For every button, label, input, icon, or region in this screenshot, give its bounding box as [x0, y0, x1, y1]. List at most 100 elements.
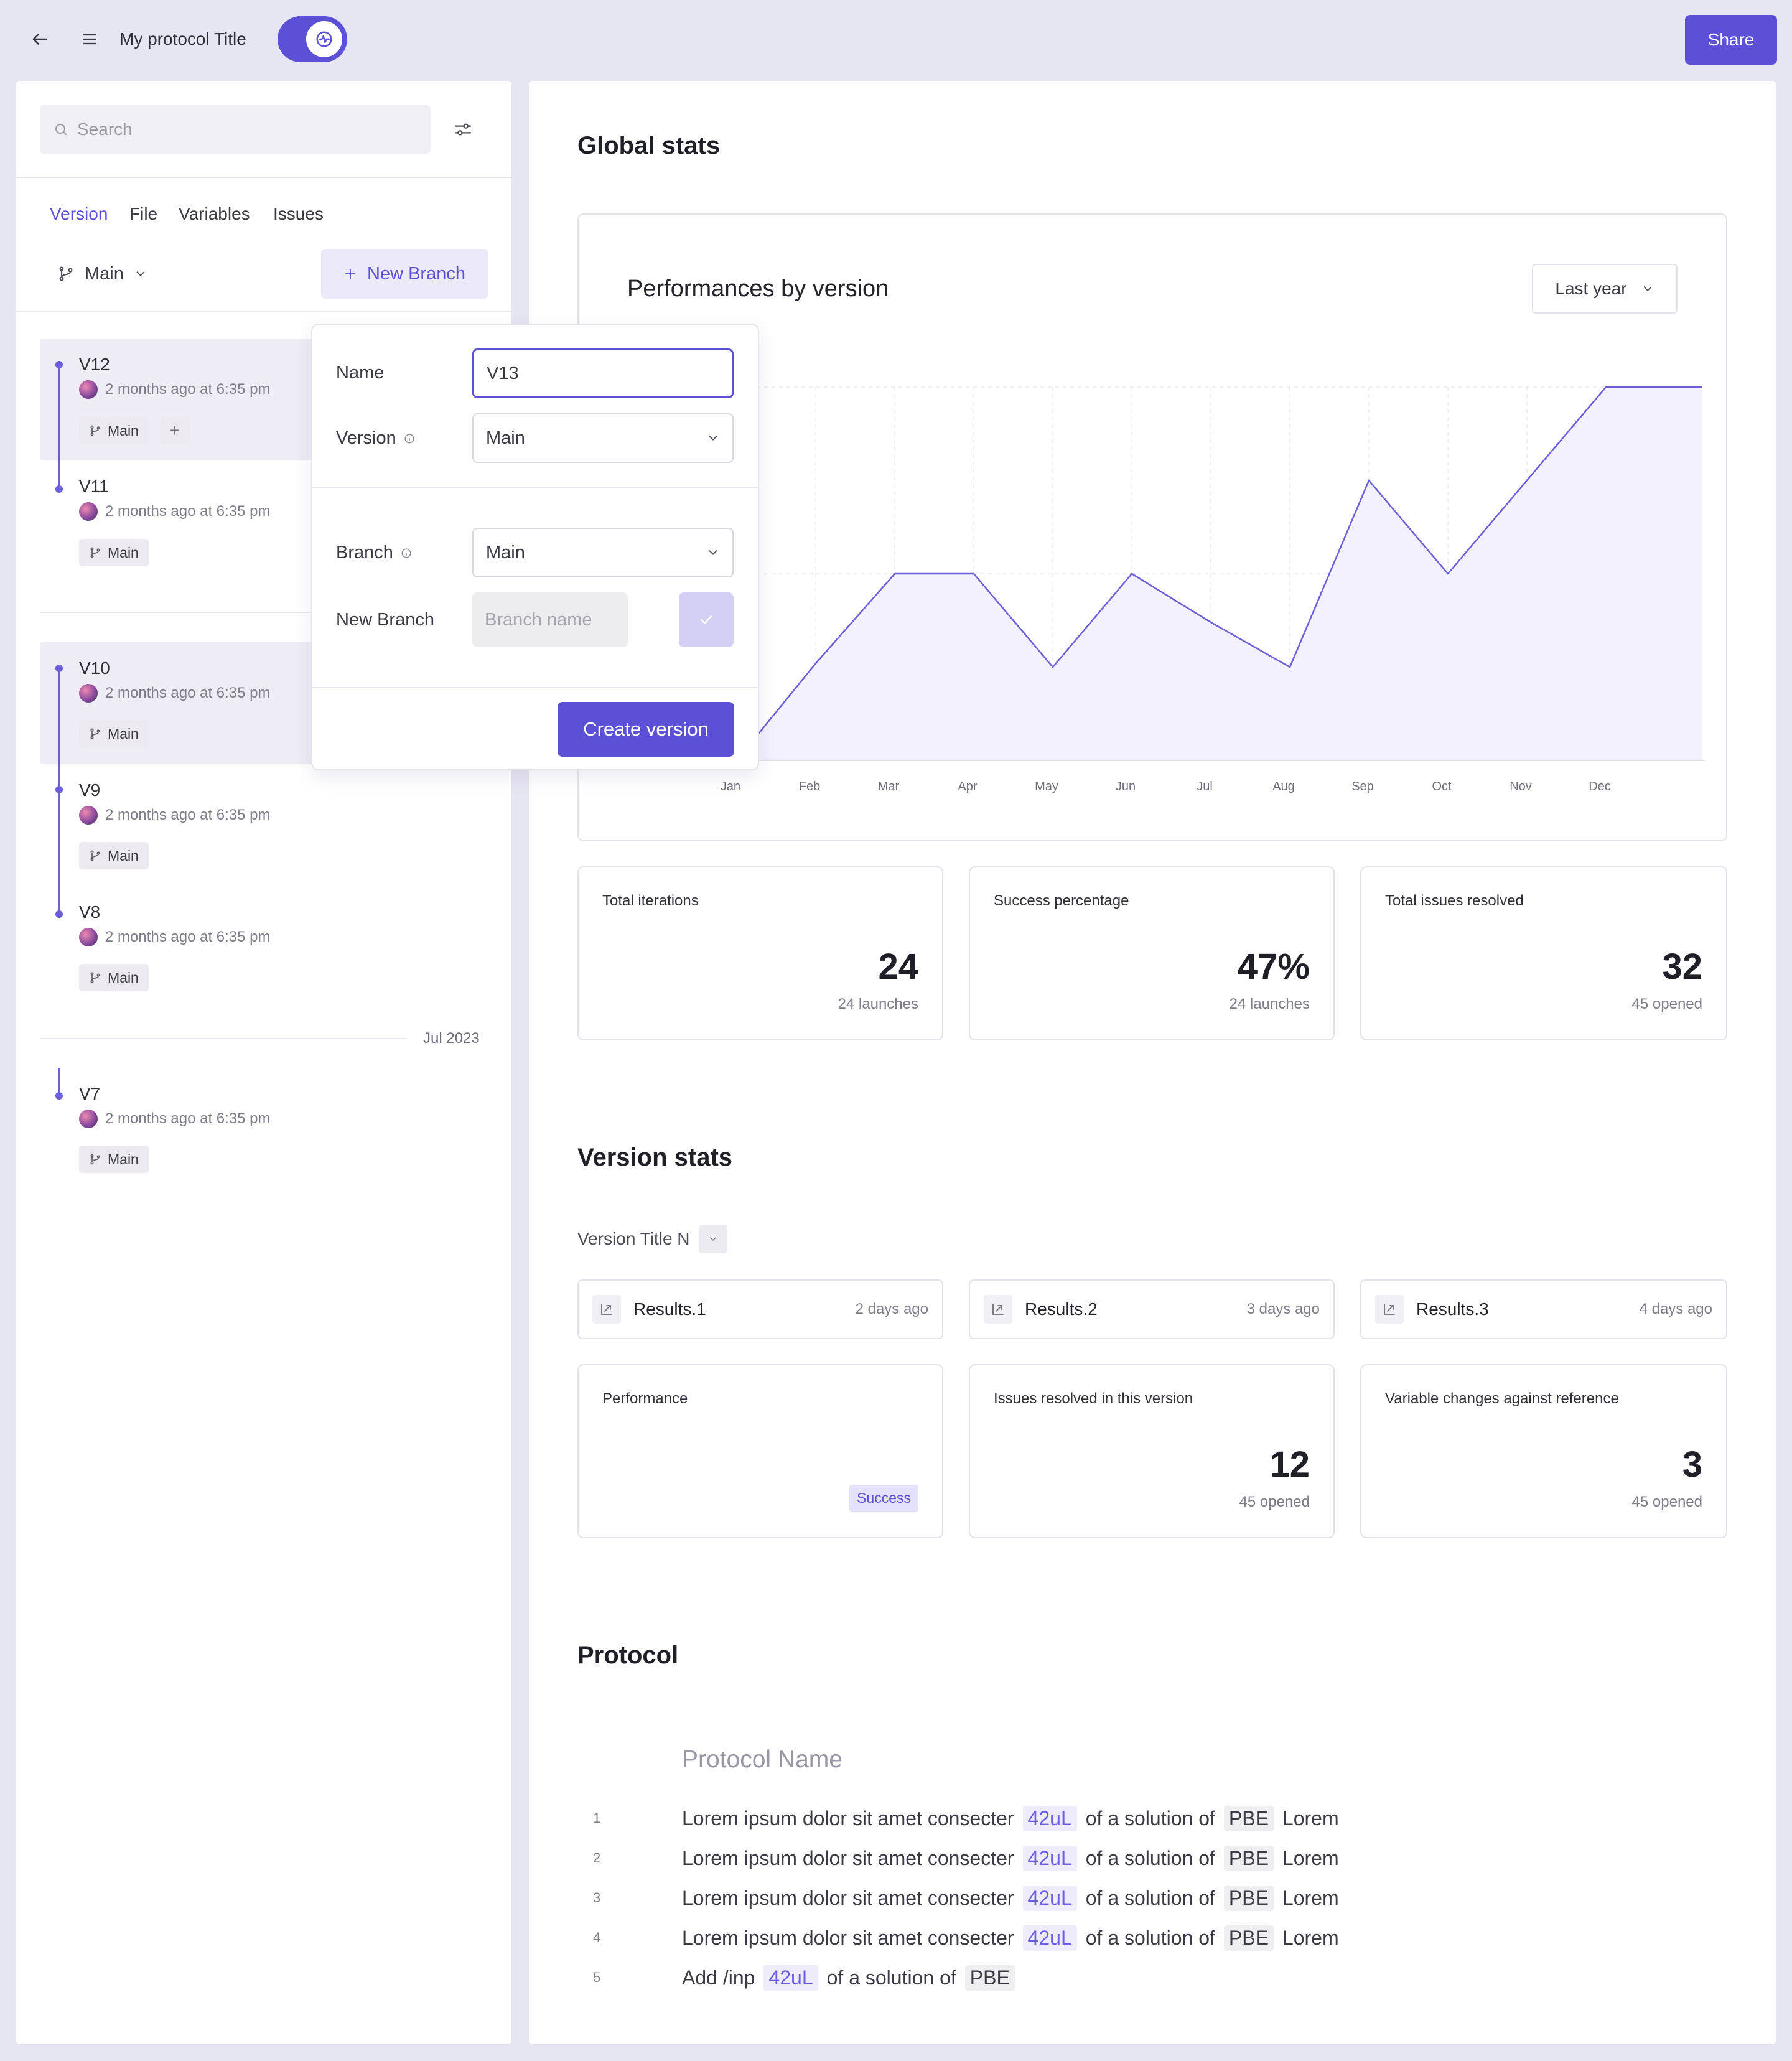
protocol-line[interactable]: Lorem ipsum dolor sit amet consecter 42u…	[682, 1886, 1339, 1911]
branch-chip[interactable]: Main	[79, 720, 149, 747]
version-title-select[interactable]: Version Title N	[577, 1225, 727, 1253]
chevron-down-icon	[709, 550, 717, 556]
performance-line-chart: Jan Feb Mar Apr May Jun Jul Aug Sep Oct Nov Dec	[697, 386, 1705, 793]
branch-label: Branch	[336, 543, 412, 563]
add-branch-chip-button[interactable]: +	[160, 417, 190, 444]
x-tick-label: Oct	[1432, 780, 1452, 793]
quantity-tag[interactable]: 42uL	[1022, 1806, 1077, 1831]
protocol-line[interactable]: Add /inp 42uL of a solution of PBE	[682, 1965, 1015, 1991]
quantity-tag[interactable]: 42uL	[1022, 1886, 1077, 1911]
search-input[interactable]: Search	[40, 105, 431, 154]
branch-chip[interactable]: Main	[79, 539, 149, 566]
quantity-tag[interactable]: 42uL	[1022, 1846, 1077, 1871]
quantity-tag[interactable]: 42uL	[763, 1965, 818, 1991]
toggle-knob	[306, 21, 342, 57]
menu-button[interactable]	[72, 22, 107, 57]
timeline-dot	[55, 1092, 63, 1100]
back-button[interactable]	[22, 22, 57, 57]
version-title[interactable]: V8	[79, 902, 101, 922]
result-card[interactable]: Results.3 4 days ago	[1360, 1279, 1727, 1339]
tab-file[interactable]: File	[129, 204, 158, 223]
version-title-select-label: Version Title N	[577, 1229, 690, 1248]
protocol-line-tail: Lorem	[1282, 1887, 1339, 1909]
branch-name-input[interactable]: Branch name	[472, 592, 628, 647]
status-badge: Success	[849, 1485, 918, 1512]
name-label: Name	[336, 363, 384, 383]
version-select-toggle[interactable]	[698, 1225, 727, 1253]
tab-version[interactable]: Version	[50, 204, 108, 223]
reagent-tag[interactable]: PBE	[964, 1965, 1015, 1991]
protocol-name-input[interactable]: Protocol Name	[682, 1746, 842, 1773]
line-number: 1	[593, 1810, 601, 1826]
version-title[interactable]: V11	[79, 477, 109, 496]
branch-chip[interactable]: Main	[79, 964, 149, 991]
branch-chip-label: Main	[108, 1151, 139, 1167]
version-meta-text: 2 months ago at 6:35 pm	[105, 806, 271, 823]
branch-chip[interactable]: Main	[79, 417, 149, 444]
result-time: 2 days ago	[855, 1301, 928, 1317]
reagent-tag[interactable]: PBE	[1223, 1925, 1274, 1951]
protocol-line-text: Lorem ipsum dolor sit amet consecter	[682, 1807, 1014, 1830]
stat-value: 47%	[1237, 946, 1310, 987]
result-card[interactable]: Results.1 2 days ago	[577, 1279, 943, 1339]
divider	[40, 612, 488, 613]
activity-icon	[316, 31, 332, 47]
protocol-line[interactable]: Lorem ipsum dolor sit amet consecter 42u…	[682, 1925, 1339, 1951]
git-branch-icon	[90, 547, 100, 558]
new-branch-button[interactable]: New Branch	[321, 249, 488, 299]
stat-label: Success percentage	[994, 892, 1129, 909]
divider	[312, 487, 758, 488]
version-title[interactable]: V9	[79, 780, 101, 800]
version-select-value: Main	[486, 428, 525, 448]
version-stats-heading: Version stats	[577, 1144, 733, 1171]
reagent-tag[interactable]: PBE	[1223, 1886, 1274, 1911]
x-tick-label: Dec	[1589, 780, 1611, 793]
version-title[interactable]: V10	[79, 658, 110, 678]
protocol-line[interactable]: Lorem ipsum dolor sit amet consecter 42u…	[682, 1846, 1339, 1871]
stat-card-total-iterations: Total iterations 24 24 launches	[577, 866, 943, 1040]
stat-card-issues-resolved: Issues resolved in this version 12 45 op…	[969, 1364, 1335, 1538]
version-meta: 2 months ago at 6:35 pm	[79, 380, 271, 399]
range-dropdown[interactable]: Last year	[1532, 264, 1678, 314]
version-select[interactable]: Main	[472, 413, 734, 463]
protocol-heading: Protocol	[577, 1642, 679, 1669]
reagent-tag[interactable]: PBE	[1223, 1846, 1274, 1871]
version-name-input[interactable]: V13	[472, 348, 734, 398]
line-number: 5	[593, 1970, 601, 1985]
branch-select[interactable]: Main	[472, 528, 734, 577]
reagent-tag[interactable]: PBE	[1223, 1806, 1274, 1831]
version-title[interactable]: V12	[79, 355, 110, 374]
tab-variables[interactable]: Variables	[179, 204, 250, 223]
branch-chip[interactable]: Main	[79, 842, 149, 869]
protocol-line-text: Lorem ipsum dolor sit amet consecter	[682, 1887, 1014, 1909]
name-label-text: Name	[336, 363, 385, 383]
share-button[interactable]: Share	[1685, 15, 1777, 65]
timeline-dot	[55, 361, 63, 368]
branch-chip-label: Main	[108, 544, 139, 561]
stat-label: Variable changes against reference	[1385, 1390, 1619, 1407]
confirm-branch-button[interactable]	[679, 592, 734, 647]
branch-chip-label: Main	[108, 725, 139, 742]
filter-button[interactable]	[446, 111, 480, 148]
tab-issues[interactable]: Issues	[273, 204, 324, 223]
version-label-text: Version	[336, 428, 396, 448]
new-branch-field-label: New Branch	[336, 610, 434, 630]
plus-icon	[345, 268, 356, 279]
protocol-line-text: Lorem ipsum dolor sit amet consecter	[682, 1847, 1014, 1869]
result-card[interactable]: Results.2 3 days ago	[969, 1279, 1335, 1339]
timeline-line	[58, 1068, 60, 1096]
hamburger-icon	[83, 34, 96, 45]
quantity-tag[interactable]: 42uL	[1022, 1925, 1077, 1951]
protocol-line-mid: of a solution of	[1085, 1887, 1215, 1909]
branch-selector[interactable]: Main	[57, 261, 147, 286]
branch-chip[interactable]: Main	[79, 1146, 149, 1173]
version-title[interactable]: V7	[79, 1084, 101, 1103]
version-meta-text: 2 months ago at 6:35 pm	[105, 685, 271, 701]
external-link-icon	[592, 1295, 621, 1324]
live-toggle[interactable]	[278, 16, 347, 62]
version-label: Version	[336, 428, 415, 449]
create-version-button[interactable]: Create version	[558, 702, 734, 757]
info-icon	[404, 434, 414, 443]
protocol-line[interactable]: Lorem ipsum dolor sit amet consecter 42u…	[682, 1806, 1339, 1831]
line-number: 3	[593, 1890, 601, 1905]
